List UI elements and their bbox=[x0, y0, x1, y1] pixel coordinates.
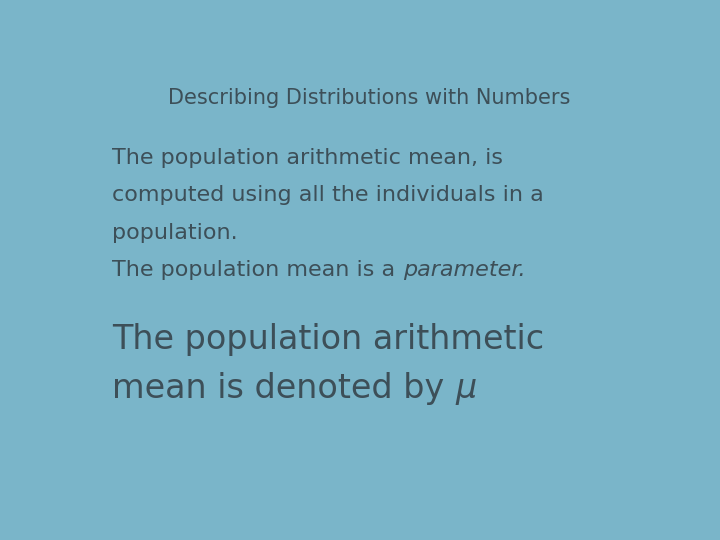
Text: parameter.: parameter. bbox=[402, 260, 525, 280]
Text: mean is denoted by: mean is denoted by bbox=[112, 373, 455, 406]
Text: computed using all the individuals in a: computed using all the individuals in a bbox=[112, 185, 544, 205]
Text: Describing Distributions with Numbers: Describing Distributions with Numbers bbox=[168, 87, 570, 107]
Text: population.: population. bbox=[112, 223, 238, 243]
Text: The population arithmetic mean, is: The population arithmetic mean, is bbox=[112, 148, 503, 168]
Text: The population arithmetic: The population arithmetic bbox=[112, 322, 544, 356]
Text: μ: μ bbox=[455, 373, 477, 406]
Text: The population mean is a: The population mean is a bbox=[112, 260, 402, 280]
